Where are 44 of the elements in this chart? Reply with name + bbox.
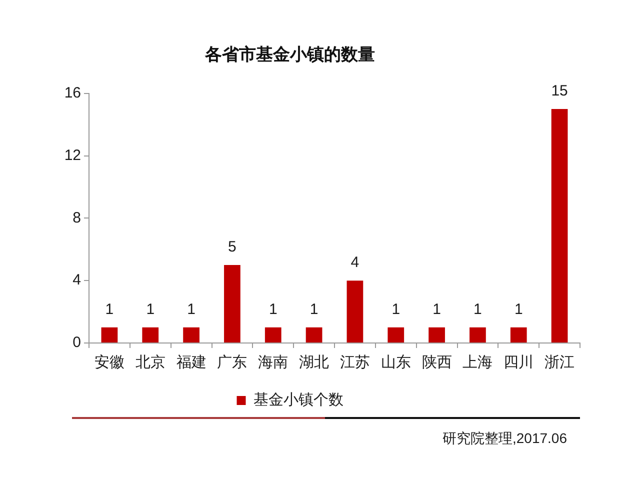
data-label: 1 — [392, 301, 400, 318]
data-label: 1 — [310, 301, 318, 318]
x-tick-label: 湖北 — [299, 354, 330, 372]
x-tick-label: 上海 — [462, 354, 493, 372]
x-tick-label: 海南 — [258, 354, 288, 372]
x-tick-label: 江苏 — [340, 354, 370, 372]
data-label: 1 — [268, 301, 278, 318]
bar — [428, 327, 445, 342]
bar — [346, 280, 364, 342]
data-label: 1 — [146, 301, 155, 318]
data-label: 1 — [105, 301, 114, 318]
text: 研究院整理,2017.06 — [442, 430, 567, 448]
y-tick-label: 8 — [72, 209, 81, 226]
bar — [306, 327, 322, 342]
bar — [551, 109, 568, 342]
data-label: 1 — [432, 301, 441, 318]
x-tick-label: 安徽 — [94, 354, 124, 372]
y-tick-label: 0 — [72, 334, 81, 352]
y-tick-label: 4 — [72, 272, 81, 289]
y-tick-label: 12 — [64, 146, 81, 164]
bar — [388, 327, 404, 342]
x-tick-label: 陕西 — [422, 354, 452, 372]
x-tick-label: 北京 — [135, 354, 166, 372]
data-label: 15 — [551, 82, 568, 100]
data-label: 1 — [514, 301, 523, 318]
x-tick-label: 福建 — [176, 354, 206, 372]
x-tick-label: 广东 — [217, 354, 248, 372]
data-label: 5 — [228, 238, 236, 256]
legend-label: 基金小镇个数 — [253, 392, 344, 409]
bar — [470, 327, 486, 342]
data-label: 4 — [350, 254, 360, 272]
data-label: 1 — [474, 301, 482, 318]
x-tick-label: 山东 — [380, 354, 411, 372]
bar — [224, 265, 240, 342]
bar — [510, 327, 527, 342]
bar — [142, 327, 159, 342]
bar — [264, 327, 282, 342]
data-label: 1 — [187, 301, 196, 318]
x-tick-label: 浙江 — [544, 354, 575, 372]
y-tick-label: 16 — [64, 84, 81, 102]
bar — [183, 327, 200, 342]
bar — [101, 327, 118, 342]
x-tick-label: 四川 — [504, 354, 534, 372]
chart-title: 各省市基金小镇的数量 — [204, 44, 375, 64]
